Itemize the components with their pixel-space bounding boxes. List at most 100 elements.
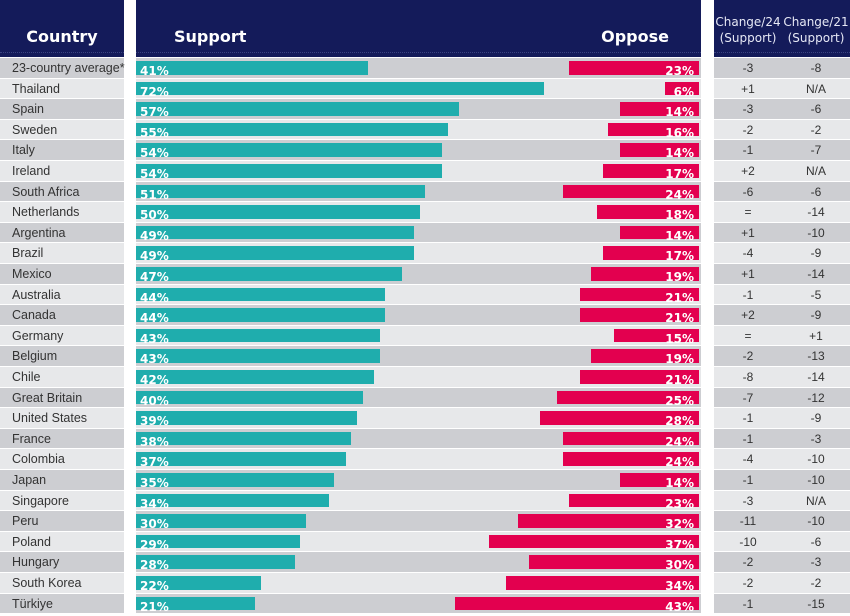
oppose-bar: 21% bbox=[579, 287, 699, 305]
change21-value: -2 bbox=[810, 122, 822, 137]
change24-header: Change/24 (Support) bbox=[714, 14, 782, 46]
change-cell: -1 -10 bbox=[714, 470, 850, 490]
change24-value: -11 bbox=[739, 514, 757, 529]
bar-cell: 34% 23% bbox=[136, 490, 701, 511]
oppose-bar: 21% bbox=[579, 370, 699, 387]
support-bar: 72% bbox=[136, 81, 545, 99]
support-value-label: 40% bbox=[140, 393, 169, 408]
change-cell: -3 N/A bbox=[714, 490, 850, 511]
country-label: France bbox=[0, 428, 124, 449]
change-cell: -2 -2 bbox=[714, 573, 850, 593]
bar-cell: 44% 21% bbox=[136, 305, 701, 325]
table-row: Poland 29% 37% -10 -6 bbox=[0, 531, 850, 553]
table-row: Brazil 49% 17% -4 -9 bbox=[0, 243, 850, 264]
change24-header-line2: (Support) bbox=[719, 31, 777, 45]
bar-cell: 49% 17% bbox=[136, 243, 701, 263]
support-bar: 44% bbox=[136, 308, 386, 325]
change24-value: -1 bbox=[742, 596, 754, 611]
bar-cell: 51% 24% bbox=[136, 181, 701, 202]
table-row: Spain 57% 14% -3 -6 bbox=[0, 99, 850, 120]
change21-value: N/A bbox=[805, 81, 826, 96]
support-value-label: 39% bbox=[140, 414, 169, 429]
country-column-header: Country bbox=[0, 0, 124, 57]
bar-cell: 43% 19% bbox=[136, 346, 701, 366]
oppose-bar: 15% bbox=[613, 328, 699, 346]
change24-value: = bbox=[744, 328, 752, 343]
country-label: Hungary bbox=[0, 552, 124, 572]
country-label: South Korea bbox=[0, 573, 124, 593]
country-label: Netherlands bbox=[0, 202, 124, 222]
support-value-label: 35% bbox=[140, 476, 169, 490]
table-row: Sweden 55% 16% -2 -2 bbox=[0, 119, 850, 141]
oppose-bar: 17% bbox=[602, 246, 699, 263]
change24-value: -8 bbox=[742, 370, 754, 384]
change24-value: -3 bbox=[742, 493, 754, 508]
change24-value: -3 bbox=[742, 61, 754, 75]
change-cell: -8 -14 bbox=[714, 367, 850, 387]
support-bar: 21% bbox=[136, 596, 256, 614]
change21-value: -2 bbox=[810, 576, 822, 590]
support-value-label: 42% bbox=[140, 373, 169, 387]
table-row: Great Britain 40% 25% -7 -12 bbox=[0, 387, 850, 409]
change21-value: -3 bbox=[810, 431, 822, 446]
oppose-value-label: 24% bbox=[665, 187, 694, 202]
change21-value: N/A bbox=[805, 493, 826, 508]
change21-value: N/A bbox=[805, 164, 826, 178]
change21-header-line2: (Support) bbox=[787, 31, 845, 45]
change-cell: -2 -13 bbox=[714, 346, 850, 366]
country-label: Argentina bbox=[0, 222, 124, 243]
oppose-value-label: 23% bbox=[665, 496, 694, 511]
oppose-value-label: 34% bbox=[665, 579, 694, 593]
change21-value: -14 bbox=[807, 267, 825, 281]
oppose-value-label: 19% bbox=[665, 270, 694, 284]
change-cell: -2 -2 bbox=[714, 119, 850, 140]
oppose-value-label: 30% bbox=[665, 558, 694, 573]
bar-cell: 44% 21% bbox=[136, 284, 701, 305]
oppose-bar: 23% bbox=[568, 61, 699, 78]
bar-cell: 72% 6% bbox=[136, 78, 701, 99]
oppose-bar: 6% bbox=[664, 81, 699, 99]
country-label: Great Britain bbox=[0, 387, 124, 408]
bar-cell: 42% 21% bbox=[136, 367, 701, 387]
table-row: France 38% 24% -1 -3 bbox=[0, 428, 850, 450]
change-cell: -1 -9 bbox=[714, 408, 850, 428]
change21-value: -13 bbox=[807, 349, 825, 364]
change24-value: -1 bbox=[742, 143, 754, 158]
oppose-value-label: 17% bbox=[665, 249, 694, 264]
change21-value: -9 bbox=[810, 411, 822, 426]
table-row: Japan 35% 14% -1 -10 bbox=[0, 470, 850, 491]
change-cell: -10 -6 bbox=[714, 531, 850, 552]
support-value-label: 44% bbox=[140, 290, 169, 305]
support-bar: 38% bbox=[136, 431, 352, 449]
oppose-bar: 19% bbox=[591, 349, 699, 366]
oppose-value-label: 23% bbox=[665, 64, 694, 78]
oppose-bar: 37% bbox=[489, 534, 699, 552]
change24-value: = bbox=[744, 205, 752, 220]
bar-cell: 55% 16% bbox=[136, 119, 701, 140]
change-cell: -3 -8 bbox=[714, 58, 850, 78]
oppose-bar: 34% bbox=[506, 576, 699, 593]
bar-cell: 37% 24% bbox=[136, 449, 701, 469]
oppose-value-label: 14% bbox=[665, 146, 694, 161]
change-cell: = -14 bbox=[714, 202, 850, 222]
support-bar: 50% bbox=[136, 205, 420, 222]
oppose-value-label: 25% bbox=[665, 393, 694, 408]
change-cell: -4 -9 bbox=[714, 243, 850, 263]
change21-value: -9 bbox=[810, 308, 822, 323]
change21-value: -10 bbox=[807, 452, 825, 467]
change24-value: -4 bbox=[742, 452, 754, 467]
oppose-value-label: 16% bbox=[665, 125, 694, 140]
table-row: Italy 54% 14% -1 -7 bbox=[0, 140, 850, 161]
country-label: Spain bbox=[0, 99, 124, 119]
bar-cell: 41% 23% bbox=[136, 58, 701, 78]
support-value-label: 54% bbox=[140, 146, 169, 161]
oppose-header-label: Oppose bbox=[601, 27, 669, 46]
country-label: Germany bbox=[0, 325, 124, 346]
bar-cell: 38% 24% bbox=[136, 428, 701, 449]
support-header-label: Support bbox=[174, 27, 247, 46]
change24-value: -3 bbox=[742, 102, 754, 117]
support-bar: 40% bbox=[136, 390, 363, 408]
country-label: Colombia bbox=[0, 449, 124, 469]
country-label: Belgium bbox=[0, 346, 124, 366]
change-cell: +1 -14 bbox=[714, 264, 850, 284]
